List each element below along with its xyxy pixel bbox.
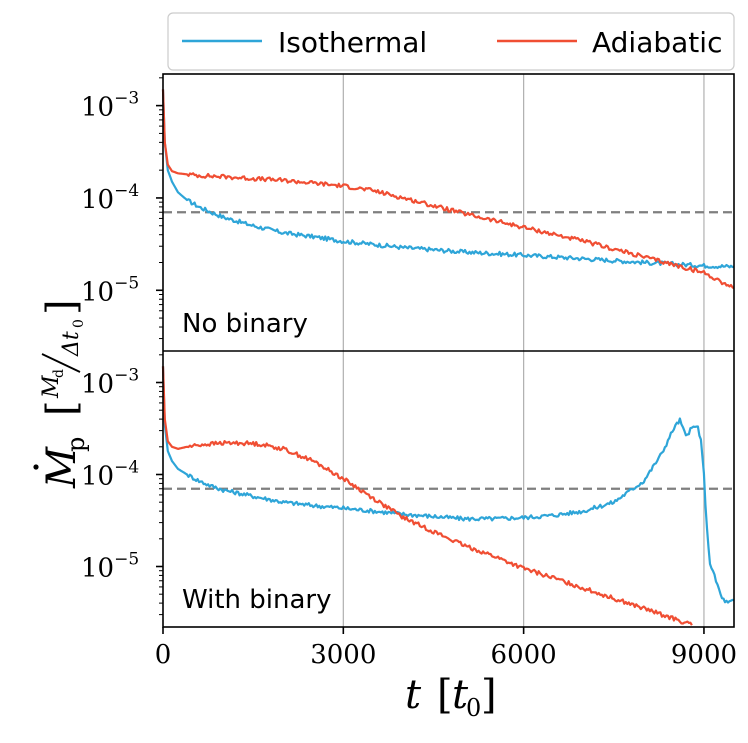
x-tick-label: 0 [155, 640, 172, 670]
y-axis-label: M p [ M d Δt 0 ] [33, 299, 90, 489]
y-label-frac-num-sub: d [51, 369, 67, 378]
legend-frame [167, 12, 735, 71]
y-label-frac-slash [41, 353, 81, 373]
x-ticks: 0 3000 6000 9000 [155, 627, 737, 670]
x-axis-label: t [ t 0 ] [405, 672, 497, 722]
panel-label-with-binary: With binary [182, 585, 332, 615]
x-gridlines [342, 351, 705, 627]
adiabatic-line [161, 89, 735, 290]
y-label-frac-den: Δt [59, 331, 84, 357]
panel-no-binary: 10−3 10−4 10−5 No binary [81, 74, 735, 351]
y-label-dot [33, 464, 39, 470]
y-tick-label: 10−5 [81, 550, 139, 584]
x-label-close-bracket: ] [481, 672, 497, 718]
y-tick-labels: 10−3 10−4 10−5 [81, 77, 163, 340]
legend: Isothermal Adiabatic [167, 12, 735, 71]
x-gridlines [342, 74, 705, 351]
x-label-open-bracket: [ [437, 672, 453, 718]
legend-label-isothermal: Isothermal [278, 26, 427, 59]
x-tick-label: 3000 [310, 640, 376, 670]
x-tick-label: 9000 [671, 640, 737, 670]
x-label-symbol: t [405, 672, 422, 718]
legend-label-adiabatic: Adiabatic [592, 26, 722, 59]
panel-with-binary: 10−3 10−4 10−5 With binary [81, 351, 735, 627]
y-tick-label: 10−4 [81, 181, 139, 215]
panel-label-no-binary: No binary [182, 309, 308, 339]
y-tick-label: 10−3 [81, 366, 139, 400]
x-tick-label: 6000 [491, 640, 557, 670]
y-tick-label: 10−4 [81, 458, 139, 492]
isothermal-line [161, 89, 735, 270]
y-label-frac-num: M [39, 375, 64, 399]
isothermal-line [161, 366, 735, 604]
y-tick-label: 10−5 [81, 273, 139, 307]
y-label-frac-den-sub: 0 [71, 319, 87, 328]
adiabatic-line [161, 366, 693, 626]
y-tick-labels: 10−3 10−4 10−5 [81, 354, 163, 616]
y-label-close-bracket: ] [39, 299, 85, 315]
x-label-unit-sub: 0 [466, 694, 481, 722]
y-label-open-bracket: [ [39, 400, 85, 416]
y-label-symbol: M [39, 446, 85, 489]
y-label-sub: p [62, 437, 90, 452]
y-tick-label: 10−3 [81, 89, 139, 123]
x-label-unit: t [452, 672, 469, 718]
